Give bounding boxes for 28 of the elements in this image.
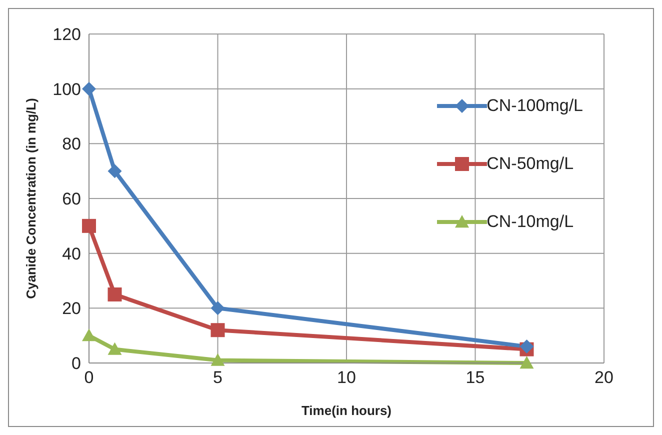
point — [108, 287, 122, 302]
y-tick-label: 80 — [62, 134, 81, 154]
point — [520, 340, 534, 354]
y-axis-title: Cyanide Concentration (in mg/L) — [24, 98, 39, 299]
point — [82, 218, 96, 233]
y-tick-label: 120 — [52, 25, 81, 44]
point — [82, 328, 96, 342]
point — [82, 82, 96, 96]
x-tick-label: 10 — [337, 368, 356, 388]
point — [210, 323, 225, 338]
legend-label: CN-50mg/L — [486, 154, 574, 174]
y-tick-label: 0 — [72, 354, 81, 374]
point — [210, 301, 225, 316]
point — [108, 164, 122, 178]
legend-label: CN-10mg/L — [486, 212, 574, 232]
x-tick-label: 20 — [594, 368, 614, 388]
x-tick-label: 15 — [466, 368, 485, 388]
y-tick-label: 60 — [62, 190, 81, 209]
point — [108, 342, 122, 355]
point — [520, 356, 534, 369]
y-tick-label: 40 — [62, 244, 81, 264]
point — [210, 353, 225, 366]
y-tick-label: 100 — [52, 80, 81, 99]
legend-label: CN-100mg/L — [486, 96, 583, 116]
x-tick-label: 5 — [213, 368, 222, 388]
x-tick-label: 0 — [84, 368, 94, 388]
y-tick-label: 20 — [62, 299, 81, 318]
x-axis-title: Time(in hours) — [301, 403, 392, 418]
